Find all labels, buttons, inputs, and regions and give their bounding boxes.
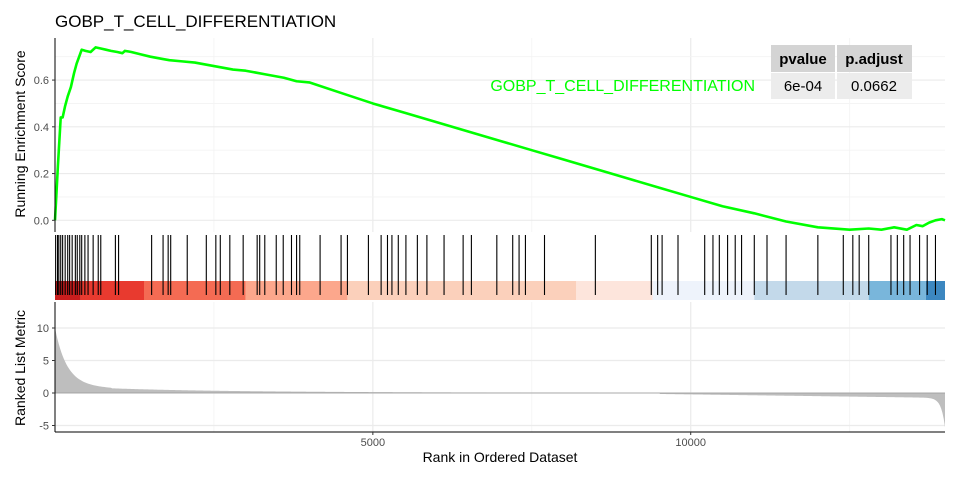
x-tick-label: 10000 [675,437,706,449]
running-enrichment-line [53,46,946,231]
ranked-list-fill [55,328,945,428]
y-tick-label: 0.2 [34,169,49,181]
table-value-padjust: 0.0662 [851,78,897,95]
rank-color-segment [754,281,869,300]
ranked-y-ticks: -5 0 5 10 [37,323,55,433]
y-tick-label: 0.6 [34,75,49,87]
y-tick-label: 0 [43,388,49,400]
rank-color-bar [55,281,945,300]
table-cell [771,73,835,99]
ranked-y-axis-title: Ranked List Metric [12,310,28,426]
y-tick-label: 0.0 [34,215,49,227]
x-tick-label: 5000 [361,437,385,449]
running-enrichment-series [53,46,946,231]
rank-color-segment [347,281,577,300]
table-header-cell [837,45,912,72]
rank-color-segment [652,281,755,300]
axes [54,38,945,433]
y-tick-label: 0.4 [34,122,49,134]
table-header-pvalue: pvalue [779,51,827,68]
y-tick-label: -5 [39,421,49,433]
y-tick-label: 5 [43,356,49,368]
series-label: GOBP_T_CELL_DIFFERENTIATION [490,78,755,95]
stats-table: pvalue p.adjust 6e-04 0.0662 [771,45,912,99]
rank-color-segment [80,281,144,300]
x-ticks: 5000 10000 [361,432,706,449]
table-value-pvalue: 6e-04 [784,78,822,95]
ranked-list-area [55,328,945,428]
table-cell [837,73,912,99]
table-header-padjust: p.adjust [845,51,903,68]
rank-color-segment [576,281,653,300]
rank-color-segment [144,281,246,300]
gene-hit-marks [55,235,937,295]
enrichment-y-axis-title: Running Enrichment Score [12,50,28,218]
enrichment-y-ticks: 0.0 0.2 0.4 0.6 [34,75,55,227]
x-axis-title: Rank in Ordered Dataset [423,449,578,465]
chart-title: GOBP_T_CELL_DIFFERENTIATION [55,12,336,31]
table-header-cell [771,45,835,72]
ranked-panel-grid [55,302,945,432]
y-tick-label: 10 [37,323,49,335]
